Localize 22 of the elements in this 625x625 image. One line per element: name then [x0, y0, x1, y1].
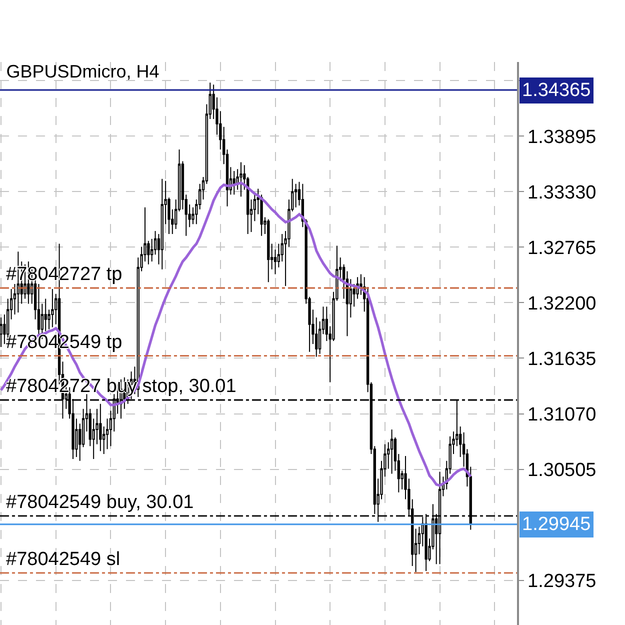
line-series: [0, 182, 472, 487]
candlestick: [267, 218, 270, 283]
candlestick: [294, 183, 298, 208]
y-tick-label: 1.33330: [528, 182, 596, 204]
ref-line-label: 1.29945: [522, 514, 591, 535]
y-tick-label: 1.32200: [528, 293, 596, 314]
y-tick-label: 1.33895: [528, 126, 596, 148]
chart-title: GBPUSDmicro, H4: [6, 62, 160, 82]
y-tick-label: 1.31635: [528, 348, 596, 370]
ref-line-label: 1.34365: [522, 80, 591, 101]
ref-line-label: #78042549 sl: [6, 549, 120, 570]
candlestick: [240, 162, 242, 198]
candlestick: [390, 428, 394, 474]
candlestick: [160, 178, 164, 270]
y-tick-label: 1.29375: [528, 570, 596, 592]
y-tick-label: 1.32765: [528, 238, 596, 259]
candlestick: [232, 170, 236, 196]
y-tick-label: 1.30505: [528, 460, 596, 481]
candlestick: [51, 288, 54, 328]
candlestick: [99, 403, 102, 452]
ref-line-label: #78042549 buy, 30.01: [6, 492, 194, 513]
y-tick-label: 1.31070: [528, 404, 596, 426]
